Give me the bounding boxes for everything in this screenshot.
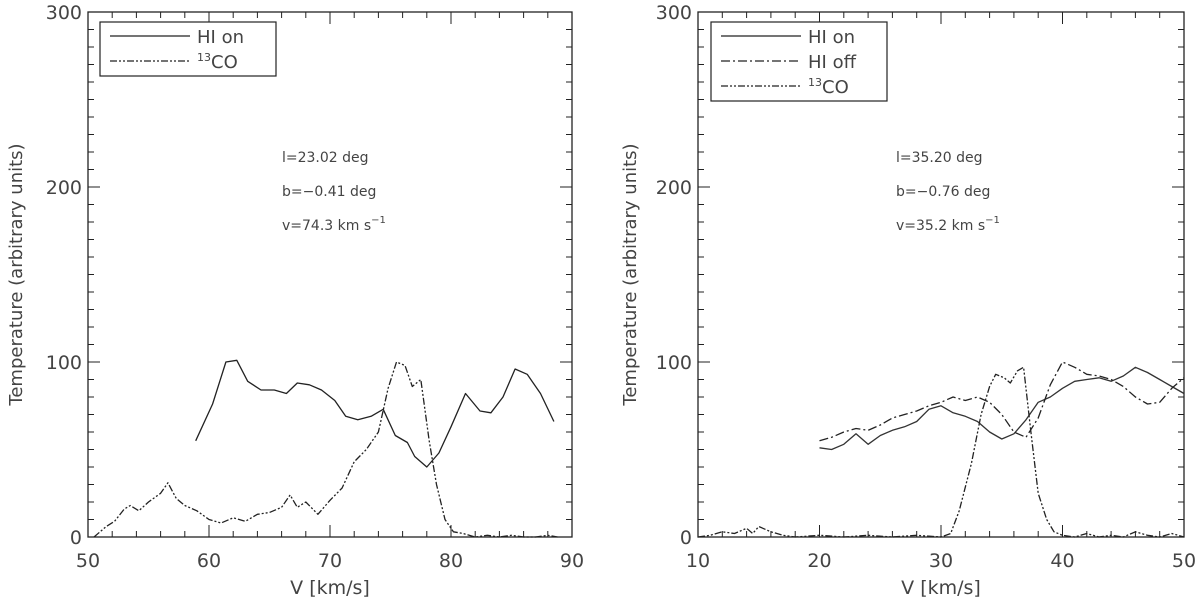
y-tick-label: 0 [70,527,82,549]
y-tick-label: 200 [656,177,692,199]
x-tick-label: 30 [929,550,953,572]
annotation-superscript: −1 [371,215,386,226]
x-axis-label: V [km/s] [901,577,981,599]
legend-label-text: CO [211,52,238,73]
y-tick-label: 300 [656,2,692,24]
legend-entry-label: HI off [808,52,857,73]
y-tick-label: 200 [46,177,82,199]
annotation-text: l=23.02 deg [282,150,369,166]
x-tick-label: 60 [197,550,221,572]
annotation-text: b=−0.76 deg [896,184,990,200]
plot-frame [87,11,573,538]
annotation-superscript: −1 [985,215,1000,226]
y-tick-label: 0 [680,527,692,549]
legend-entry-label: 13CO [197,51,238,73]
y-axis-label: Temperature (arbitrary units) [620,143,641,406]
x-tick-label: 50 [76,550,100,572]
legend-superscript: 13 [808,76,822,89]
x-tick-label: 40 [1050,550,1074,572]
legend-entry-label: HI on [197,27,244,48]
x-tick-label: 10 [686,550,710,572]
legend-label-text: CO [822,77,849,98]
x-tick-label: 90 [560,550,584,572]
y-tick-label: 300 [46,2,82,24]
annotation-text: b=−0.41 deg [282,184,376,200]
right-chart-panel: 10 20 30 40 50 0 100 200 300 V [km/s] Temperature … [620,2,1196,599]
annotation-text: v=35.2 km s−1 [896,215,1000,234]
series-line-hi-off [819,361,1185,442]
x-tick-label: 70 [318,550,342,572]
legend-box [99,21,277,77]
legend-superscript: 13 [197,51,211,64]
legend: HI on HI off 13CO [710,21,888,102]
series-line-13co [697,366,1185,538]
y-tick-label: 100 [46,352,82,374]
legend-box [710,21,888,102]
series-line-13co [93,361,558,538]
annotation-text: v=74.3 km s−1 [282,215,386,234]
y-axis-label: Temperature (arbitrary units) [6,143,27,406]
series-line-hi-on [819,366,1185,451]
annotation-text: l=35.20 deg [896,150,983,166]
series-line-hi-on [195,359,555,468]
x-tick-label: 20 [807,550,831,572]
x-axis-label: V [km/s] [290,577,370,599]
legend-entry-label: HI on [808,27,855,48]
y-tick-label: 100 [656,352,692,374]
left-chart-panel: 50 60 70 80 90 0 100 200 300 V [km/s] Temperature … [6,2,584,599]
x-tick-label: 50 [1172,550,1196,572]
legend: HI on 13CO [99,21,277,77]
legend-entry-label: 13CO [808,76,849,98]
x-tick-label: 80 [439,550,463,572]
